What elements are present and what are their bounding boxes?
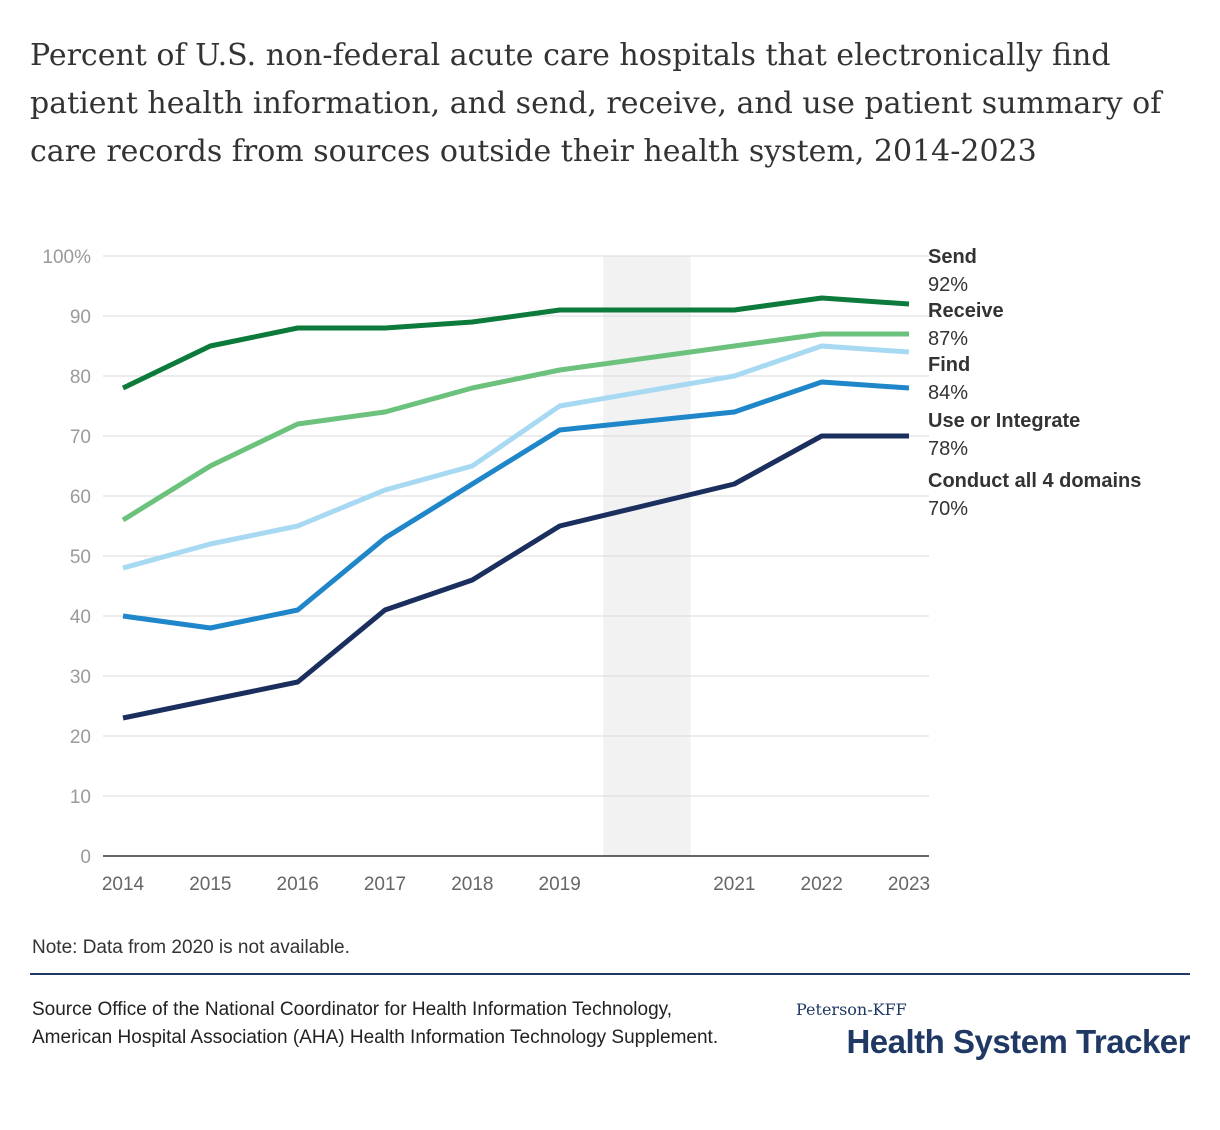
- y-tick-label: 20: [70, 727, 91, 748]
- chart-note: Note: Data from 2020 is not available.: [32, 937, 350, 958]
- x-tick-label: 2022: [801, 874, 843, 895]
- y-tick-label: 10: [70, 787, 91, 808]
- chart-title: Percent of U.S. non-federal acute care h…: [30, 38, 1162, 169]
- gridlines: [103, 255, 929, 857]
- series-line-receive: [121, 331, 909, 523]
- divider: [30, 973, 1190, 975]
- series-line-find: [122, 343, 910, 571]
- series-name-label: Send: [928, 246, 977, 268]
- series-line-conduct-all-4-domains: [122, 433, 909, 721]
- series-name-label: Find: [928, 354, 970, 376]
- x-tick-label: 2014: [102, 874, 145, 895]
- brand-logo: Peterson-KFF Health System Tracker: [790, 1000, 1191, 1061]
- source-text: Source Office of the National Coordinato…: [32, 999, 719, 1048]
- x-tick-label: 2017: [364, 874, 406, 895]
- series-value-label: 84%: [928, 382, 968, 404]
- series-name-label: Conduct all 4 domains: [928, 470, 1141, 492]
- y-tick-label: 60: [70, 487, 91, 508]
- y-tick-label: 50: [70, 547, 91, 568]
- y-tick-label: 40: [70, 607, 91, 628]
- x-tick-label: 2019: [539, 874, 581, 895]
- series-lines: [121, 295, 910, 721]
- brand-top-text: Peterson-KFF: [796, 1000, 907, 1019]
- y-tick-label: 80: [70, 367, 91, 388]
- series-value-label: 87%: [928, 328, 968, 350]
- series-end-labels: Send 92% Receive 87% Find 84% Use or Integrate…: [928, 246, 1141, 520]
- x-tick-label: 2023: [888, 874, 930, 895]
- x-tick-label: 2016: [277, 874, 319, 895]
- y-tick-label: 30: [70, 667, 91, 688]
- series-value-label: 78%: [928, 438, 968, 460]
- series-line-send: [121, 295, 910, 391]
- series-value-label: 70%: [928, 498, 968, 520]
- y-tick-label: 100%: [42, 247, 91, 268]
- series-name-label: Use or Integrate: [928, 410, 1080, 432]
- x-tick-label: 2021: [713, 874, 755, 895]
- line-chart: 0 10 20 30 40 50 60 70 80 90 100% 2014 2015 2016 2017…: [42, 246, 1141, 895]
- y-axis-ticks: 0 10 20 30 40 50 60 70 80 90 100%: [42, 247, 91, 868]
- y-tick-label: 0: [80, 847, 91, 868]
- y-tick-label: 70: [70, 427, 91, 448]
- series-name-label: Receive: [928, 300, 1004, 322]
- series-value-label: 92%: [928, 274, 968, 296]
- x-tick-label: 2015: [189, 874, 231, 895]
- series-line-use-or-integrate: [122, 379, 910, 631]
- brand-main-text: Health System Tracker: [846, 1023, 1190, 1060]
- x-axis-ticks: 2014 2015 2016 2017 2018 2019 2021 2022 2023: [102, 874, 930, 895]
- y-tick-label: 90: [70, 307, 91, 328]
- x-tick-label: 2018: [451, 874, 493, 895]
